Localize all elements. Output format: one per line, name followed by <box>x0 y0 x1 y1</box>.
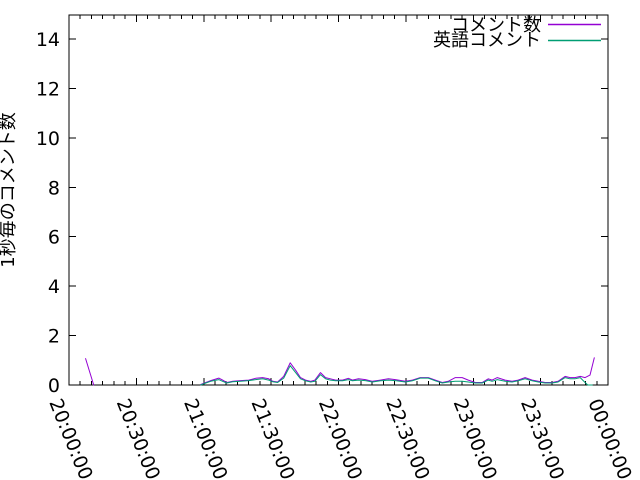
x-tick-label: 23:00:00 <box>449 396 501 480</box>
x-tick-label: 22:30:00 <box>381 396 433 480</box>
data-series <box>85 357 595 386</box>
y-tick-label: 14 <box>36 29 60 51</box>
axis-ticks <box>68 15 609 386</box>
y-tick-label: 0 <box>48 375 60 397</box>
x-tick-label: 21:30:00 <box>246 396 298 480</box>
x-tick-label: 20:30:00 <box>112 396 164 480</box>
x-tick-label: 22:00:00 <box>314 396 366 480</box>
y-tick-label: 2 <box>48 326 60 348</box>
legend-label-comment-count: コメント数 <box>451 15 541 36</box>
legend: コメント数 英語コメント <box>433 15 601 51</box>
y-axis-title: 1秒毎のコメント数 <box>0 112 19 267</box>
y-tick-label: 8 <box>48 177 60 199</box>
y-tick-label: 6 <box>48 227 60 249</box>
legend-label-english-comments: 英語コメント <box>433 30 541 51</box>
series-line-1 <box>200 365 593 386</box>
y-tick-label: 10 <box>36 128 60 150</box>
y-tick-label: 4 <box>48 276 60 298</box>
x-tick-label: 21:00:00 <box>179 396 231 480</box>
plot-border <box>68 14 609 386</box>
axis-tick-labels: 0 2 4 6 8 10 12 14 20:00:00 20:30:00 21:00:00 21:30… <box>36 29 636 480</box>
series-line-0 <box>200 357 595 385</box>
y-tick-label: 12 <box>36 78 60 100</box>
series-line-0 <box>85 358 95 386</box>
x-tick-label: 00:00:00 <box>583 396 635 480</box>
x-tick-label: 20:00:00 <box>44 396 96 480</box>
x-tick-label: 23:30:00 <box>516 396 568 480</box>
